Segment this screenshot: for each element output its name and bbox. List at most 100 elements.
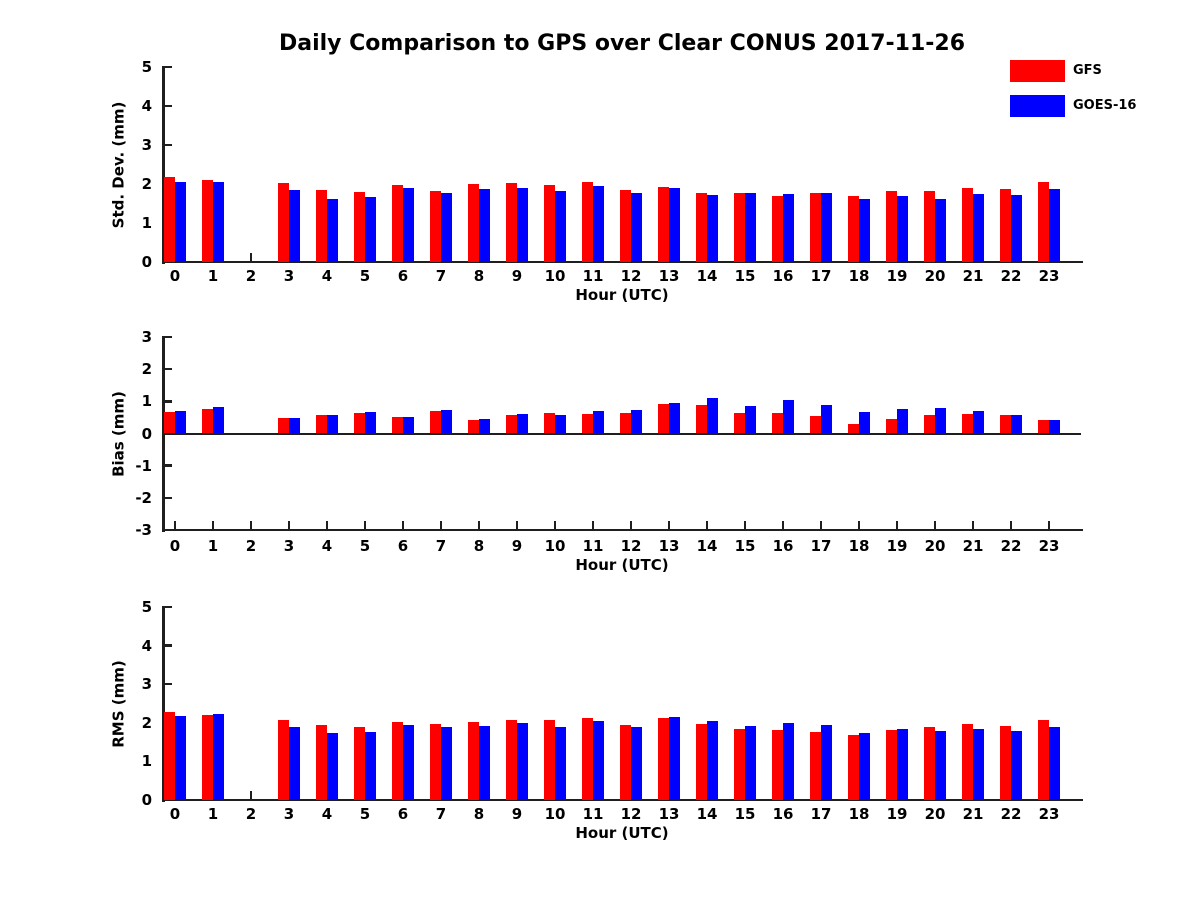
x-tick-label-rms-21: 21 xyxy=(962,805,984,823)
legend-label-gfs: GFS xyxy=(1073,63,1102,78)
y-axis-label-rms: RMS (mm) xyxy=(109,659,128,748)
x-tick-label-rms-16: 16 xyxy=(772,805,794,823)
y-tick-std-dev-3 xyxy=(163,143,172,147)
bar-gfs-hour-7 xyxy=(430,723,441,800)
bar-goes16-hour-23 xyxy=(1049,189,1060,262)
y-tick-label-bias--3: -3 xyxy=(135,521,152,539)
y-tick-label-bias--1: -1 xyxy=(135,456,152,475)
bar-gfs-hour-13 xyxy=(658,403,669,434)
bar-gfs-hour-18 xyxy=(848,734,859,800)
bar-gfs-hour-12 xyxy=(620,412,631,434)
x-tick-label-rms-2: 2 xyxy=(245,805,257,823)
x-tick-bias-4 xyxy=(325,521,329,530)
bar-gfs-hour-3 xyxy=(278,418,289,434)
x-tick-bias-2 xyxy=(249,521,253,530)
x-tick-label-rms-22: 22 xyxy=(1000,805,1022,823)
bar-goes16-hour-18 xyxy=(859,732,870,800)
x-tick-label-std-dev-6: 6 xyxy=(397,267,409,285)
x-tick-label-std-dev-5: 5 xyxy=(359,267,371,285)
y-tick-label-rms-4: 4 xyxy=(141,636,152,655)
y-tick-label-rms-1: 1 xyxy=(141,752,152,771)
bar-goes16-hour-8 xyxy=(479,189,490,262)
x-tick-bias-23 xyxy=(1047,521,1051,530)
bar-goes16-hour-8 xyxy=(479,726,490,800)
bar-gfs-hour-19 xyxy=(886,729,897,800)
x-tick-label-rms-10: 10 xyxy=(544,805,566,823)
bar-goes16-hour-12 xyxy=(631,410,642,434)
bar-goes16-hour-4 xyxy=(327,198,338,262)
x-tick-label-bias-1: 1 xyxy=(207,537,219,555)
bar-goes16-hour-14 xyxy=(707,721,718,800)
x-tick-label-rms-20: 20 xyxy=(924,805,946,823)
x-tick-label-bias-7: 7 xyxy=(435,537,447,555)
x-tick-bias-6 xyxy=(401,521,405,530)
x-tick-bias-1 xyxy=(211,521,215,530)
bar-gfs-hour-15 xyxy=(734,193,745,262)
bar-goes16-hour-9 xyxy=(517,187,528,262)
x-tick-label-std-dev-0: 0 xyxy=(169,267,181,285)
x-tick-bias-18 xyxy=(857,521,861,530)
bar-gfs-hour-11 xyxy=(582,414,593,434)
bar-gfs-hour-4 xyxy=(316,725,327,800)
x-tick-label-std-dev-2: 2 xyxy=(245,267,257,285)
bar-goes16-hour-12 xyxy=(631,192,642,262)
x-tick-label-rms-4: 4 xyxy=(321,805,333,823)
bar-goes16-hour-19 xyxy=(897,409,908,434)
bar-goes16-hour-5 xyxy=(365,412,376,434)
bar-gfs-hour-4 xyxy=(316,415,327,434)
zero-line-bias xyxy=(163,432,1081,435)
x-tick-label-std-dev-23: 23 xyxy=(1038,267,1060,285)
bar-gfs-hour-10 xyxy=(544,185,555,262)
bar-goes16-hour-15 xyxy=(745,405,756,434)
bar-goes16-hour-18 xyxy=(859,199,870,262)
bar-goes16-hour-11 xyxy=(593,720,604,800)
x-tick-label-rms-19: 19 xyxy=(886,805,908,823)
bar-gfs-hour-16 xyxy=(772,729,783,800)
y-tick-label-rms-2: 2 xyxy=(141,713,152,732)
chart-title: Daily Comparison to GPS over Clear CONUS… xyxy=(278,31,966,56)
x-tick-label-bias-19: 19 xyxy=(886,537,908,555)
bar-gfs-hour-0 xyxy=(164,412,175,434)
bar-goes16-hour-0 xyxy=(175,410,186,434)
x-tick-label-rms-23: 23 xyxy=(1038,805,1060,823)
y-tick-label-bias-3: 3 xyxy=(141,328,152,346)
bar-goes16-hour-22 xyxy=(1011,731,1022,800)
x-tick-label-bias-5: 5 xyxy=(359,537,371,555)
bar-gfs-hour-0 xyxy=(164,176,175,262)
bar-gfs-hour-6 xyxy=(392,722,403,800)
y-tick-std-dev-0 xyxy=(163,260,172,264)
bar-gfs-hour-16 xyxy=(772,195,783,262)
bar-goes16-hour-7 xyxy=(441,192,452,262)
bar-gfs-hour-8 xyxy=(468,184,479,262)
bar-goes16-hour-4 xyxy=(327,733,338,800)
y-axis-spine-rms xyxy=(161,605,165,802)
bar-goes16-hour-5 xyxy=(365,197,376,262)
x-tick-label-std-dev-16: 16 xyxy=(772,267,794,285)
bar-gfs-hour-5 xyxy=(354,726,365,800)
x-tick-label-rms-11: 11 xyxy=(582,805,604,823)
bar-gfs-hour-11 xyxy=(582,182,593,262)
y-tick-label-bias--2: -2 xyxy=(135,488,152,507)
x-tick-bias-17 xyxy=(819,521,823,530)
x-tick-label-bias-14: 14 xyxy=(696,537,718,555)
bar-gfs-hour-17 xyxy=(810,731,821,800)
bar-goes16-hour-0 xyxy=(175,716,186,800)
bar-gfs-hour-5 xyxy=(354,413,365,434)
bar-gfs-hour-9 xyxy=(506,182,517,262)
x-tick-label-bias-15: 15 xyxy=(734,537,756,555)
x-tick-label-std-dev-4: 4 xyxy=(321,267,333,285)
x-tick-label-rms-6: 6 xyxy=(397,805,409,823)
x-tick-bias-3 xyxy=(287,521,291,530)
bar-goes16-hour-21 xyxy=(973,194,984,262)
bar-gfs-hour-7 xyxy=(430,410,441,434)
bar-goes16-hour-21 xyxy=(973,410,984,434)
x-tick-label-std-dev-3: 3 xyxy=(283,267,295,285)
x-tick-label-std-dev-11: 11 xyxy=(582,267,604,285)
x-tick-label-std-dev-13: 13 xyxy=(658,267,680,285)
x-tick-label-rms-17: 17 xyxy=(810,805,832,823)
y-tick-bias-1 xyxy=(163,400,172,403)
bar-gfs-hour-22 xyxy=(1000,415,1011,434)
bar-gfs-hour-4 xyxy=(316,190,327,262)
bar-goes16-hour-20 xyxy=(935,731,946,800)
